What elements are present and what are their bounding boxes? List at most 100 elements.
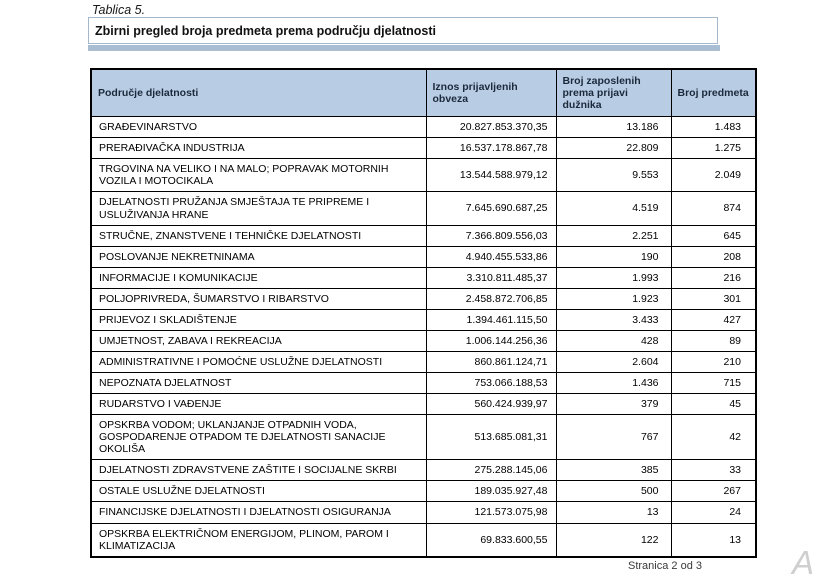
value-cell: 16.537.178.867,78 (425, 137, 557, 160)
value-cell: 860.861.124,71 (425, 350, 557, 374)
table-row: STRUČNE, ZNANSTVENE I TEHNIČKE DJELATNOS… (90, 224, 757, 247)
table-label: Tablica 5. (92, 3, 146, 17)
value-cell: 3.310.811.485,37 (425, 266, 557, 289)
value-cell: 189.035.927,48 (425, 480, 557, 503)
value-cell: 379 (555, 393, 672, 416)
value-cell: 385 (555, 459, 672, 482)
value-cell: 22.809 (555, 137, 672, 160)
value-cell: 216 (670, 266, 757, 289)
value-cell: 427 (670, 308, 757, 331)
value-cell: 9.553 (555, 158, 672, 193)
value-cell: 753.066.188,53 (425, 371, 557, 395)
table-body: GRAĐEVINARSTVO 20.827.853.370,35 13.186 1.4… (90, 116, 757, 558)
column-header: Broj predmeta (670, 68, 757, 118)
value-cell: 13.186 (555, 116, 672, 139)
value-cell: 1.923 (555, 287, 672, 310)
value-cell: 767 (555, 414, 672, 461)
activity-name-cell: POLJOPRIVREDA, ŠUMARSTVO I RIBARSTVO (90, 287, 427, 310)
activity-table: Područje djelatnosti Iznos prijavljenih o… (90, 68, 757, 558)
value-cell: 2.458.872.706,85 (425, 287, 557, 310)
activity-name-cell: OSTALE USLUŽNE DJELATNOSTI (90, 480, 427, 503)
page-title: Zbirni pregled broja predmeta prema podr… (95, 23, 437, 38)
value-cell: 2.251 (555, 224, 672, 247)
activity-name-cell: OPSKRBA VODOM; UKLANJANJE OTPADNIH VODA,… (90, 414, 427, 461)
activity-name-cell: PRIJEVOZ I SKLADIŠTENJE (90, 308, 427, 331)
value-cell: 715 (670, 371, 757, 395)
value-cell: 3.433 (555, 308, 672, 331)
activity-name-cell: PRERAĐIVAČKA INDUSTRIJA (90, 137, 427, 160)
table-row: OPSKRBA VODOM; UKLANJANJE OTPADNIH VODA,… (90, 414, 757, 461)
activity-name-cell: GRAĐEVINARSTVO (90, 116, 427, 139)
value-cell: 1.394.461.115,50 (425, 308, 557, 331)
activity-name-cell: POSLOVANJE NEKRETNINAMA (90, 245, 427, 268)
activity-name-cell: DJELATNOSTI PRUŽANJA SMJEŠTAJA TE PRIPRE… (90, 191, 427, 226)
accent-bar-divider (88, 45, 720, 51)
activity-name-cell: RUDARSTVO I VAĐENJE (90, 393, 427, 416)
value-cell: 7.366.809.556,03 (425, 224, 557, 247)
activity-name-cell: INFORMACIJE I KOMUNIKACIJE (90, 266, 427, 289)
activity-name-cell: FINANCIJSKE DJELATNOSTI I DJELATNOSTI OS… (90, 501, 427, 524)
value-cell: 122 (555, 522, 672, 558)
value-cell: 20.827.853.370,35 (425, 116, 557, 139)
table-row: UMJETNOST, ZABAVA I REKREACIJA 1.006.144.… (90, 329, 757, 352)
table-row: ADMINISTRATIVNE I POMOĆNE USLUŽNE DJELAT… (90, 350, 757, 374)
value-cell: 267 (670, 480, 757, 503)
value-cell: 121.573.075,98 (425, 501, 557, 524)
value-cell: 1.436 (555, 371, 672, 395)
table-row: POSLOVANJE NEKRETNINAMA 4.940.455.533,86 1… (90, 245, 757, 268)
activity-name-cell: OPSKRBA ELEKTRIČNOM ENERGIJOM, PLINOM, P… (90, 522, 427, 558)
value-cell: 513.685.081,31 (425, 414, 557, 461)
value-cell: 190 (555, 245, 672, 268)
value-cell: 89 (670, 329, 757, 352)
value-cell: 24 (670, 501, 757, 524)
value-cell: 7.645.690.687,25 (425, 191, 557, 226)
page-indicator: Stranica 2 od 3 (628, 560, 702, 572)
value-cell: 13.544.588.979,12 (425, 158, 557, 193)
activity-name-cell: ADMINISTRATIVNE I POMOĆNE USLUŽNE DJELAT… (90, 350, 427, 374)
value-cell: 13 (670, 522, 757, 558)
table-row: INFORMACIJE I KOMUNIKACIJE 3.310.811.485,… (90, 266, 757, 289)
value-cell: 645 (670, 224, 757, 247)
table-row: POLJOPRIVREDA, ŠUMARSTVO I RIBARSTVO 2.45… (90, 287, 757, 310)
value-cell: 208 (670, 245, 757, 268)
value-cell: 42 (670, 414, 757, 461)
value-cell: 4.519 (555, 191, 672, 226)
activity-name-cell: UMJETNOST, ZABAVA I REKREACIJA (90, 329, 427, 352)
value-cell: 33 (670, 459, 757, 482)
table-row: DJELATNOSTI PRUŽANJA SMJEŠTAJA TE PRIPRE… (90, 191, 757, 226)
value-cell: 2.049 (670, 158, 757, 193)
value-cell: 45 (670, 393, 757, 416)
value-cell: 13 (555, 501, 672, 524)
activity-name-cell: NEPOZNATA DJELATNOST (90, 371, 427, 395)
activity-name-cell: STRUČNE, ZNANSTVENE I TEHNIČKE DJELATNOS… (90, 224, 427, 247)
table-row: FINANCIJSKE DJELATNOSTI I DJELATNOSTI OS… (90, 501, 757, 524)
table-row: GRAĐEVINARSTVO 20.827.853.370,35 13.186 1.4… (90, 116, 757, 139)
value-cell: 69.833.600,55 (425, 522, 557, 558)
table-row: OSTALE USLUŽNE DJELATNOSTI 189.035.927,48… (90, 480, 757, 503)
column-header: Područje djelatnosti (90, 68, 427, 118)
table-row: NEPOZNATA DJELATNOST 753.066.188,53 1.436 7… (90, 371, 757, 395)
title-box: Zbirni pregled broja predmeta prema podr… (88, 17, 718, 44)
header-row: Područje djelatnosti Iznos prijavljenih o… (90, 68, 757, 118)
table-row: PRERAĐIVAČKA INDUSTRIJA 16.537.178.867,78… (90, 137, 757, 160)
column-header: Iznos prijavljenih obveza (425, 68, 557, 118)
value-cell: 1.993 (555, 266, 672, 289)
value-cell: 428 (555, 329, 672, 352)
table-row: DJELATNOSTI ZDRAVSTVENE ZAŠTITE I SOCIJA… (90, 459, 757, 482)
activity-name-cell: TRGOVINA NA VELIKO I NA MALO; POPRAVAK M… (90, 158, 427, 193)
watermark-letter: A (792, 544, 814, 581)
value-cell: 560.424.939,97 (425, 393, 557, 416)
value-cell: 500 (555, 480, 672, 503)
value-cell: 1.483 (670, 116, 757, 139)
table-row: TRGOVINA NA VELIKO I NA MALO; POPRAVAK M… (90, 158, 757, 193)
value-cell: 2.604 (555, 350, 672, 374)
value-cell: 301 (670, 287, 757, 310)
value-cell: 1.006.144.256,36 (425, 329, 557, 352)
column-header: Broj zaposlenih prema prijavi dužnika (555, 68, 672, 118)
value-cell: 275.288.145,06 (425, 459, 557, 482)
activity-name-cell: DJELATNOSTI ZDRAVSTVENE ZAŠTITE I SOCIJA… (90, 459, 427, 482)
table-row: OPSKRBA ELEKTRIČNOM ENERGIJOM, PLINOM, P… (90, 522, 757, 558)
value-cell: 4.940.455.533,86 (425, 245, 557, 268)
value-cell: 210 (670, 350, 757, 374)
